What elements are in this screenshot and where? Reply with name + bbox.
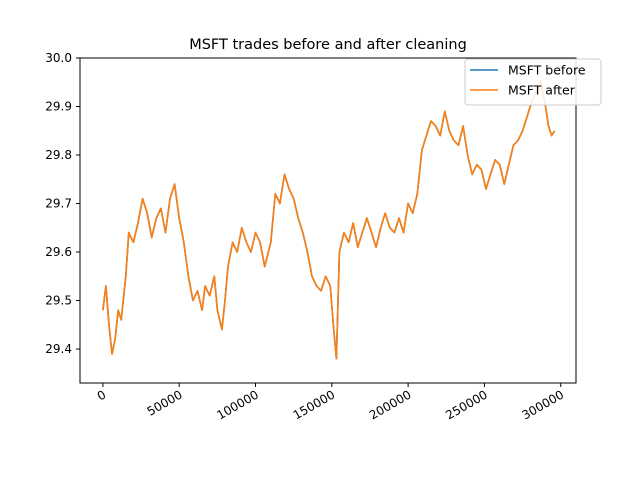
legend-label: MSFT before — [508, 63, 586, 78]
y-tick-label: 29.6 — [45, 245, 72, 259]
chart-title: MSFT trades before and after cleaning — [189, 37, 467, 53]
y-tick-label: 30.0 — [45, 51, 72, 65]
y-tick-label: 29.7 — [45, 197, 72, 211]
plot-frame — [79, 57, 577, 384]
legend-box — [464, 58, 602, 106]
y-tick-label: 29.9 — [45, 100, 72, 114]
series-layer — [102, 81, 556, 360]
series-line-after — [102, 81, 556, 360]
legend-label: MSFT after — [508, 83, 576, 98]
y-tick-label: 29.8 — [45, 148, 72, 162]
y-tick-label: 29.5 — [45, 294, 72, 308]
legend: MSFT before MSFT after — [464, 58, 602, 106]
y-tick-label: 29.4 — [45, 342, 72, 356]
y-axis: 29.4 29.5 29.6 29.7 29.8 29.9 30.0 — [45, 51, 80, 356]
